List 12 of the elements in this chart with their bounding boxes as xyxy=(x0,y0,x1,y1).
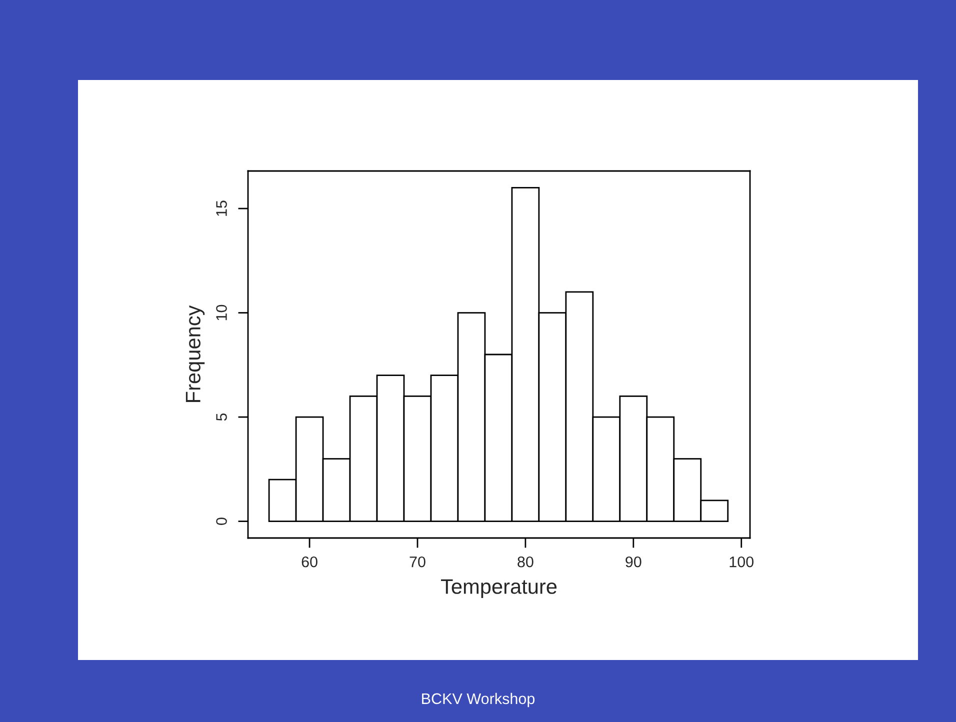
y-tick-label: 10 xyxy=(216,304,227,320)
y-tick-label: 0 xyxy=(216,518,227,525)
text: BCKV Workshop xyxy=(422,692,535,708)
x-axis-title: Temperature xyxy=(441,579,557,598)
y-axis-title: Frequency xyxy=(186,305,205,402)
x-tick-label: 70 xyxy=(410,556,426,568)
x-tick-label: 80 xyxy=(518,556,534,568)
y-tick-label: 15 xyxy=(216,200,227,216)
x-tick-label: 90 xyxy=(626,556,642,568)
y-tick-label: 5 xyxy=(216,413,227,421)
x-tick-label: 60 xyxy=(302,556,318,568)
x-tick-label: 100 xyxy=(730,556,754,568)
